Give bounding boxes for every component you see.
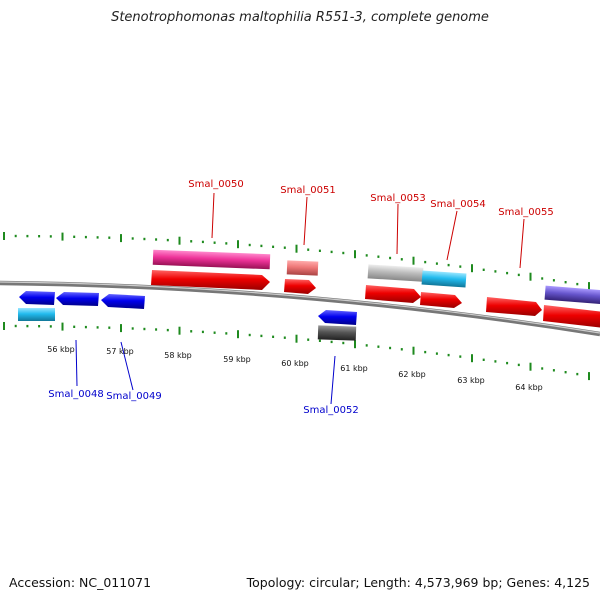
- gene-smal-0054-feature[interactable]: [421, 270, 467, 288]
- callout-smal-0050: [211, 192, 215, 239]
- callout-smal-0049: [120, 341, 134, 391]
- accession-label: Accession: NC_011071: [9, 575, 152, 590]
- gene-smal-0053-feature[interactable]: [367, 264, 424, 282]
- gene-smal-0052-feature[interactable]: [317, 325, 357, 341]
- tick-label-61kbp: 61 kbp: [340, 364, 368, 373]
- tick-label-58kbp: 58 kbp: [164, 351, 192, 360]
- gene-smal-0048-arrow[interactable]: [19, 291, 55, 305]
- topology-label: Topology: circular; Length: 4,573,969 bp…: [246, 575, 590, 590]
- tick-label-62kbp: 62 kbp: [398, 370, 426, 379]
- reverse-strand-genes: [18, 291, 357, 341]
- gene-label-smal-0053[interactable]: Smal_0053: [370, 193, 425, 204]
- lower-gene-labels: Smal_0048 Smal_0049 Smal_0052: [48, 389, 358, 416]
- genome-backbone: [0, 280, 600, 337]
- tick-label-63kbp: 63 kbp: [457, 376, 485, 385]
- callout-smal-0052: [330, 355, 336, 405]
- tick-label-64kbp: 64 kbp: [515, 383, 543, 392]
- gene-smal-0049-arrow-a[interactable]: [56, 292, 99, 306]
- lower-tick-row: [3, 322, 590, 381]
- gene-label-smal-0054[interactable]: Smal_0054: [430, 199, 485, 210]
- gene-label-smal-0052[interactable]: Smal_0052: [303, 405, 358, 416]
- tick-label-57kbp: 57 kbp: [106, 347, 134, 356]
- lower-callouts: [75, 339, 336, 405]
- gene-smal-0051-feature[interactable]: [286, 260, 319, 276]
- gene-smal-0050-arrow[interactable]: [151, 270, 270, 290]
- gene-right-edge-feature[interactable]: [544, 285, 600, 305]
- gene-label-smal-0048[interactable]: Smal_0048: [48, 389, 103, 400]
- gene-label-smal-0049[interactable]: Smal_0049: [106, 391, 161, 402]
- callout-smal-0053: [396, 203, 399, 255]
- callout-smal-0048: [75, 339, 78, 387]
- callout-smal-0055: [519, 218, 525, 269]
- gene-smal-0050-feature[interactable]: [152, 249, 271, 270]
- gene-right-edge-arrow[interactable]: [543, 305, 600, 328]
- callout-smal-0051: [303, 196, 308, 246]
- gene-smal-0049-arrow-b[interactable]: [101, 294, 145, 309]
- tick-label-59kbp: 59 kbp: [223, 355, 251, 364]
- upper-gene-labels: Smal_0050 Smal_0051 Smal_0053 Smal_0054 …: [188, 179, 553, 218]
- gene-smal-0052-arrow[interactable]: [318, 310, 357, 325]
- gene-smal-0054-arrow[interactable]: [420, 292, 462, 308]
- position-labels: 56 kbp 57 kbp 58 kbp 59 kbp 60 kbp 61 kb…: [47, 345, 543, 392]
- gene-label-smal-0055[interactable]: Smal_0055: [498, 207, 553, 218]
- gene-smal-0053-arrow[interactable]: [365, 285, 421, 303]
- gene-smal-0048-feature[interactable]: [18, 308, 55, 321]
- tick-label-56kbp: 56 kbp: [47, 345, 75, 354]
- genome-backbone-highlight: [0, 281, 600, 334]
- gene-smal-0051-arrow[interactable]: [284, 279, 316, 294]
- upper-callouts: [211, 192, 525, 269]
- gene-label-smal-0051[interactable]: Smal_0051: [280, 185, 335, 196]
- tick-label-60kbp: 60 kbp: [281, 359, 309, 368]
- gene-label-smal-0050[interactable]: Smal_0050: [188, 179, 243, 190]
- callout-smal-0054: [446, 210, 458, 261]
- page-title: Stenotrophomonas maltophilia R551-3, com…: [111, 10, 489, 25]
- upper-tick-row: [3, 232, 590, 291]
- gene-smal-0055-arrow[interactable]: [486, 297, 542, 316]
- forward-strand-genes: [151, 249, 600, 328]
